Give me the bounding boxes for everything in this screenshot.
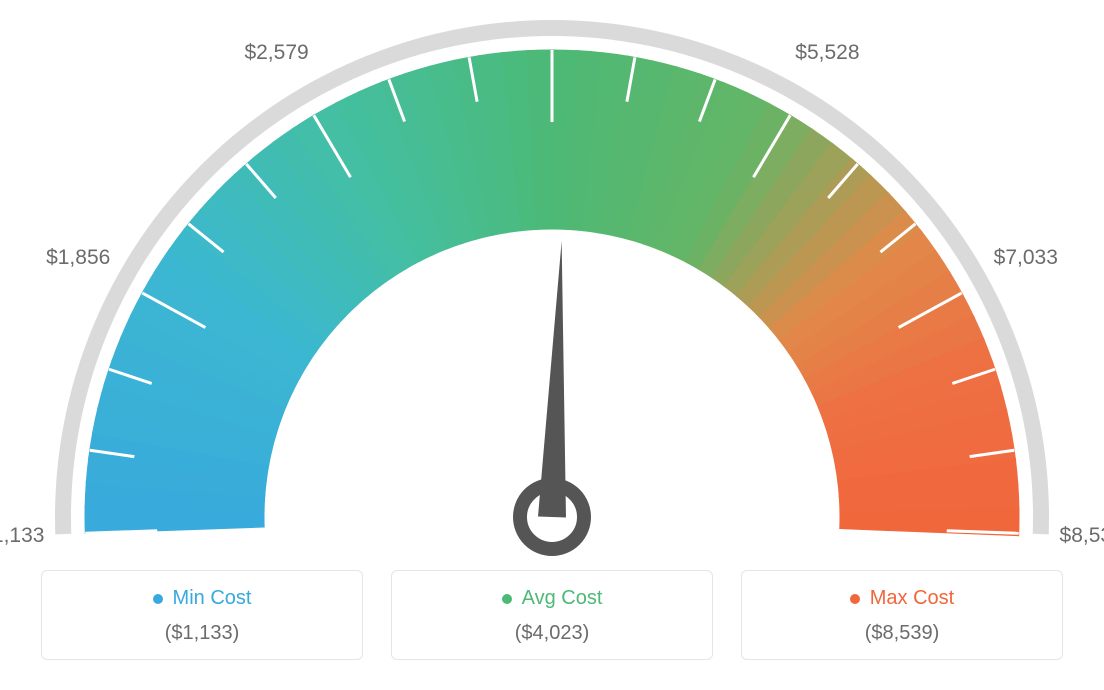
gauge-tick-label: $8,539 (1060, 524, 1104, 548)
gauge-tick-label: $2,579 (244, 41, 308, 65)
legend-title-avg: Avg Cost (502, 587, 603, 610)
dot-icon (502, 594, 512, 604)
legend-title-text: Avg Cost (522, 587, 603, 610)
gauge-tick-label: $1,133 (0, 524, 44, 548)
legend-title-max: Max Cost (850, 587, 954, 610)
legend-row: Min Cost ($1,133) Avg Cost ($4,023) Max … (0, 570, 1104, 660)
gauge-tick-label: $5,528 (795, 41, 859, 65)
dot-icon (850, 594, 860, 604)
legend-title-text: Min Cost (173, 587, 252, 610)
legend-card-min: Min Cost ($1,133) (41, 570, 363, 660)
legend-card-max: Max Cost ($8,539) (741, 570, 1063, 660)
gauge-chart: $1,133$1,856$2,579$4,023$5,528$7,033$8,5… (0, 0, 1104, 560)
legend-value-max: ($8,539) (742, 622, 1062, 645)
dot-icon (153, 594, 163, 604)
legend-value-min: ($1,133) (42, 622, 362, 645)
legend-title-min: Min Cost (153, 587, 252, 610)
legend-value-avg: ($4,023) (392, 622, 712, 645)
gauge-tick-label: $7,033 (994, 246, 1058, 270)
legend-title-text: Max Cost (870, 587, 954, 610)
gauge-svg (0, 0, 1104, 560)
gauge-tick-label: $1,856 (46, 246, 110, 270)
legend-card-avg: Avg Cost ($4,023) (391, 570, 713, 660)
